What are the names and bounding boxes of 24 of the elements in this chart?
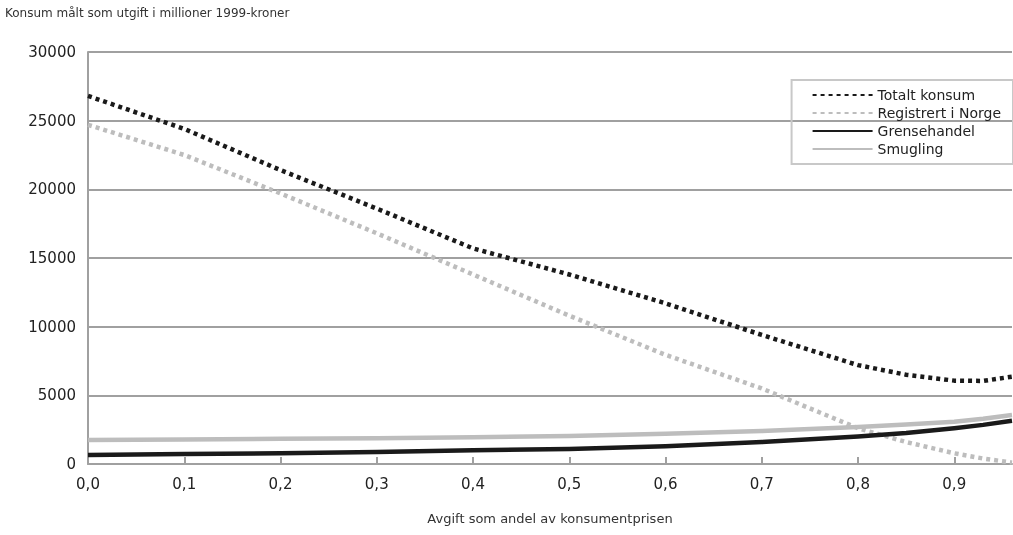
legend-label: Grensehandel	[877, 123, 975, 139]
y-axis-title: Konsum målt som utgift i millioner 1999-kroner	[5, 6, 290, 20]
x-tick-label: 0,6	[653, 474, 678, 493]
legend-label: Totalt konsum	[876, 87, 976, 103]
x-tick-label: 0,3	[364, 474, 389, 493]
y-tick-label: 25000	[28, 111, 76, 130]
y-tick-label: 30000	[28, 43, 76, 61]
x-tick-label: 0,4	[461, 474, 485, 493]
y-tick-label: 15000	[28, 249, 76, 267]
x-axis-title: Avgift som andel av konsumentprisen	[427, 511, 673, 526]
legend-label: Registrert i Norge	[877, 105, 1002, 121]
y-tick-label: 5000	[37, 386, 76, 405]
x-tick-label: 0,1	[172, 474, 197, 493]
x-tick-label: 0,0	[76, 474, 100, 493]
x-tick-label: 0,9	[942, 474, 967, 493]
y-tick-label: 0	[66, 455, 76, 473]
x-tick-label: 0,5	[557, 474, 582, 493]
x-tick-label: 0,8	[846, 474, 870, 493]
y-tick-label: 10000	[28, 317, 76, 336]
legend-label: Smugling	[877, 141, 944, 157]
y-tick-label: 20000	[28, 180, 76, 199]
x-tick-label: 0,2	[268, 474, 293, 493]
x-tick-label: 0,7	[749, 474, 774, 493]
line-series	[85, 418, 1013, 458]
